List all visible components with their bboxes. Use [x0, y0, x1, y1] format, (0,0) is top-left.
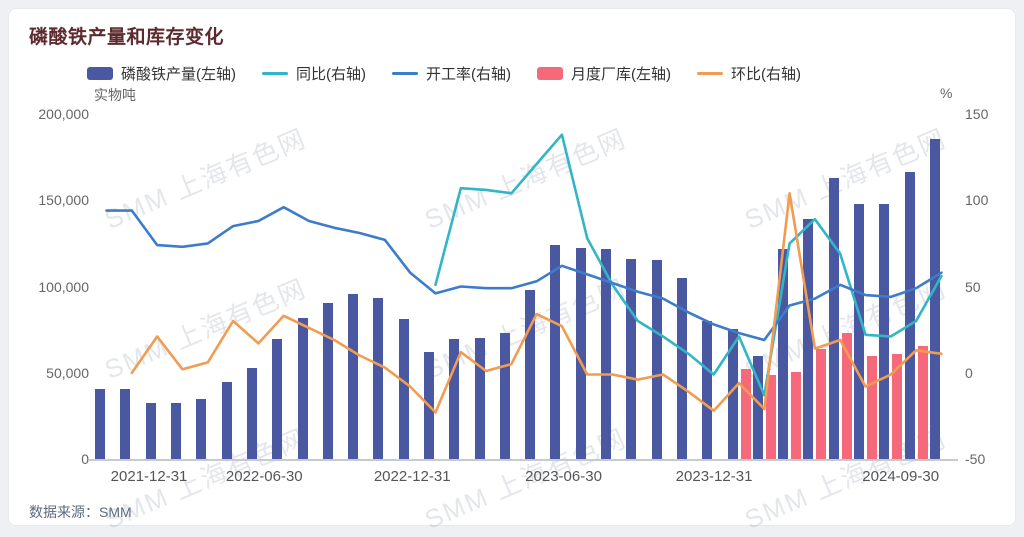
right-axis-tick: 100 — [965, 192, 989, 209]
x-axis-label: 2023-12-31 — [675, 468, 753, 485]
production-bar-2024-05-31 — [828, 177, 839, 459]
production-bar-2023-05-31 — [525, 289, 536, 459]
production-bar-2022-09-30 — [322, 303, 333, 459]
inventory-bar-2024-04-30 — [816, 349, 827, 459]
legend-item-yoy[interactable]: 同比(右轴) — [262, 63, 366, 84]
production-bar-2022-10-31 — [348, 293, 359, 459]
yoy-legend-marker — [262, 71, 288, 75]
inventory-bar-2024-05-31 — [841, 332, 852, 459]
production-bar-2023-04-30 — [499, 333, 510, 459]
production-bar-2023-02-28 — [449, 338, 460, 459]
legend-item-inventory[interactable]: 月度厂库(左轴) — [537, 63, 671, 84]
legend-item-operating_rate[interactable]: 开工率(右轴) — [392, 63, 511, 84]
production-bar-2022-04-30 — [196, 398, 207, 459]
legend-label: 开工率(右轴) — [426, 65, 511, 83]
production-bar-2022-06-30 — [246, 367, 257, 459]
production-bar-2024-09-30 — [929, 139, 940, 459]
inventory-legend-marker — [537, 66, 563, 80]
right-axis-name: % — [940, 85, 953, 101]
production-bar-2024-06-30 — [853, 203, 864, 459]
left-axis-tick: 0 — [81, 451, 89, 467]
inventory-bar-2024-06-30 — [866, 356, 877, 459]
yoy-line — [434, 133, 943, 397]
mom-legend-marker — [697, 71, 723, 75]
production-bar-2024-02-29 — [752, 356, 763, 459]
inventory-bar-2024-03-31 — [791, 371, 802, 459]
legend-label: 环比(右轴) — [731, 65, 801, 83]
production-bar-2023-10-31 — [651, 259, 662, 459]
production-legend-marker — [87, 66, 113, 80]
data-source: 数据来源：SMM — [29, 504, 132, 520]
production-bar-2024-04-30 — [803, 219, 814, 459]
production-bar-2022-01-31 — [120, 388, 131, 459]
production-bar-2023-03-31 — [474, 338, 485, 459]
production-bar-2022-02-28 — [145, 402, 156, 459]
operating_rate-legend-marker — [392, 71, 418, 75]
right-axis-tick: 0 — [965, 364, 973, 381]
left-axis-name: 实物吨 — [94, 87, 136, 103]
production-bar-2024-03-31 — [778, 249, 789, 459]
left-axis-tick: 100,000 — [38, 278, 89, 295]
right-axis-tick: -50 — [965, 451, 986, 467]
production-bar-2023-09-30 — [626, 259, 637, 459]
chart-title: 磷酸铁产量和库存变化 — [29, 27, 225, 48]
inventory-bar-2024-02-29 — [765, 374, 776, 459]
production-bar-2024-01-31 — [727, 329, 738, 459]
x-axis-label: 2021-12-31 — [110, 468, 188, 485]
legend-label: 月度厂库(左轴) — [571, 65, 671, 83]
left-axis-tick: 50,000 — [46, 364, 89, 381]
left-axis-tick: 200,000 — [38, 106, 89, 122]
inventory-bar-2024-01-31 — [740, 369, 751, 459]
x-axis-label: 2024-09-30 — [862, 468, 940, 485]
inventory-bar-2024-07-31 — [892, 353, 903, 459]
legend-item-mom[interactable]: 环比(右轴) — [697, 63, 801, 84]
production-bar-2023-12-31 — [702, 321, 713, 459]
production-bar-2023-08-31 — [601, 249, 612, 459]
left-axis-tick: 150,000 — [38, 192, 89, 209]
production-bar-2022-03-31 — [171, 402, 182, 459]
right-axis-tick: 150 — [965, 106, 989, 122]
line-series-layer — [105, 133, 943, 414]
production-bar-2024-08-31 — [904, 171, 915, 459]
right-axis-tick: 50 — [965, 278, 981, 295]
operating_rate-line — [105, 205, 943, 342]
production-bar-2022-11-30 — [373, 298, 384, 459]
production-bar-2023-07-31 — [575, 248, 586, 459]
legend-label: 磷酸铁产量(左轴) — [121, 65, 236, 83]
x-axis-label: 2022-12-31 — [373, 468, 451, 485]
x-axis-line — [89, 459, 958, 461]
production-bar-2022-05-31 — [221, 382, 232, 459]
mom-line — [130, 192, 943, 414]
plot-area: 0 50,000 100,000 150,000 200,000 -50 0 50 100 150… — [9, 9, 1015, 525]
production-bar-2023-06-30 — [550, 244, 561, 459]
production-bar-2022-07-31 — [272, 339, 283, 459]
production-bar-2024-07-31 — [879, 203, 890, 459]
legend-item-production[interactable]: 磷酸铁产量(左轴) — [87, 63, 236, 84]
production-bar-2023-11-30 — [676, 278, 687, 459]
legend: 磷酸铁产量(左轴) 同比(右轴) 开工率(右轴) 月度厂库(左轴) 环比(右轴) — [87, 63, 801, 83]
legend-label: 同比(右轴) — [296, 65, 366, 83]
production-bar-2021-12-31 — [95, 389, 106, 459]
inventory-bar-2024-08-31 — [917, 346, 928, 459]
x-axis-label: 2023-06-30 — [525, 468, 602, 485]
production-bar-2022-08-31 — [297, 318, 308, 459]
production-bar-2022-12-31 — [398, 318, 409, 459]
x-axis-label: 2022-06-30 — [225, 468, 303, 485]
